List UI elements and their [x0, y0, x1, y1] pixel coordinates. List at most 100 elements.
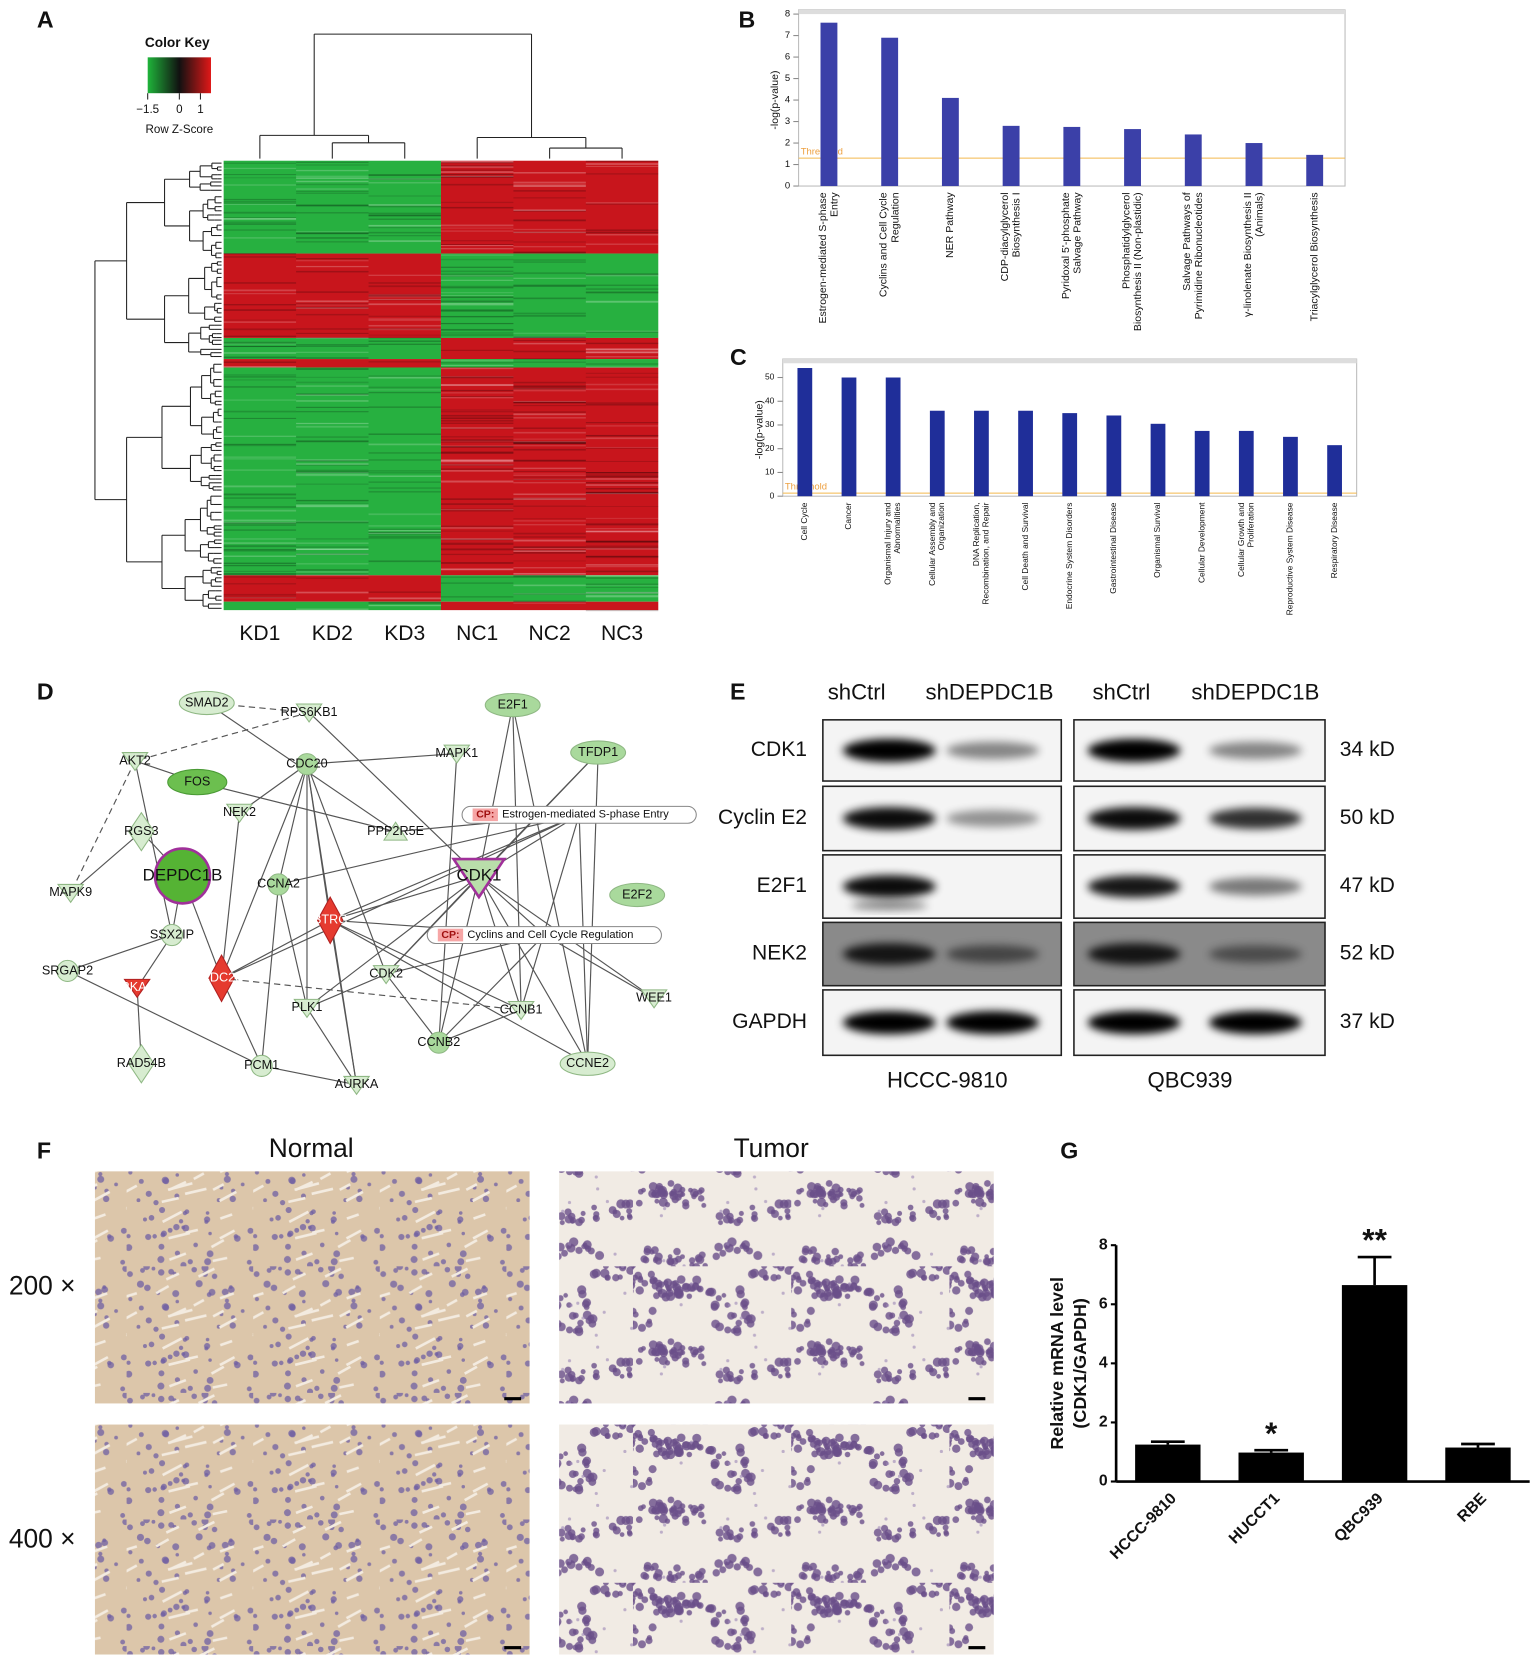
heatmap-texture — [513, 336, 586, 338]
heatmap-texture — [440, 359, 514, 362]
heatmap-texture — [585, 522, 659, 525]
x-tick-label: Recombination, and Repair — [980, 502, 990, 604]
heatmap-texture — [440, 414, 514, 417]
heatmap-texture — [513, 259, 586, 261]
heatmap-texture — [585, 530, 659, 533]
color-key-title: Color Key — [145, 35, 210, 50]
heatmap-texture — [513, 197, 586, 199]
heatmap-texture — [440, 164, 514, 167]
heatmap-texture — [585, 291, 659, 293]
x-tick-label: Pyridoxal 5'-phosphate — [1060, 192, 1072, 299]
x-tick-label: Cellular Growth and — [1236, 502, 1246, 577]
network-edge — [306, 1007, 358, 1086]
heatmap-texture — [513, 252, 586, 254]
heatmap-texture — [296, 546, 369, 548]
heatmap-texture — [585, 288, 659, 290]
x-tick-label: Biosynthesis II (Non-plastidic) — [1132, 192, 1144, 331]
heatmap-texture — [440, 376, 514, 379]
network-node-label: CDK1 — [456, 865, 501, 884]
heatmap-texture — [296, 460, 369, 462]
heatmap-texture — [296, 233, 369, 235]
heatmap-texture — [585, 292, 659, 294]
heatmap-texture — [223, 458, 297, 460]
network-edge — [512, 704, 589, 1064]
heatmap-texture — [513, 413, 586, 416]
network-edge — [478, 704, 514, 877]
lane-header: shCtrl — [828, 679, 886, 704]
y-tick-label: 8 — [785, 9, 790, 20]
histology-row-label: 200 × — [9, 1270, 76, 1300]
heatmap-texture — [368, 214, 441, 217]
x-tick-label: Entry — [829, 192, 841, 217]
heatmap-texture — [440, 451, 514, 453]
heatmap-texture — [296, 521, 369, 524]
heatmap-texture — [440, 582, 514, 584]
lane-header: shDEPDC1B — [926, 679, 1054, 704]
panel-label: D — [37, 679, 54, 705]
y-tick-label: 8 — [1099, 1236, 1108, 1253]
heatmap-texture — [513, 600, 586, 603]
heatmap-texture — [296, 231, 369, 233]
heatmap-texture — [513, 493, 586, 496]
heatmap-texture — [223, 469, 297, 471]
heatmap-texture — [513, 312, 586, 315]
heatmap-texture — [585, 472, 659, 474]
heatmap-texture — [440, 411, 514, 413]
heatmap-texture — [223, 555, 297, 557]
network-node-label: E2F2 — [622, 887, 652, 901]
network-node — [250, 1054, 273, 1077]
network-node — [128, 1043, 155, 1084]
heatmap-texture — [440, 328, 514, 331]
heatmap-texture — [513, 315, 586, 317]
heatmap-texture — [223, 356, 297, 359]
heatmap-texture — [440, 596, 514, 598]
heatmap-texture — [513, 473, 586, 475]
heatmap-texture — [368, 452, 441, 454]
blot-band — [1087, 943, 1181, 965]
network-node — [570, 740, 627, 765]
heatmap-texture — [368, 406, 441, 408]
blot-band — [1087, 1011, 1181, 1035]
heatmap-texture — [513, 245, 586, 248]
bar — [1106, 415, 1122, 497]
heatmap-texture — [296, 469, 369, 472]
x-tick-label: HUCCT1 — [1226, 1490, 1284, 1548]
heatmap-texture — [440, 161, 514, 164]
heatmap-texture — [585, 474, 659, 476]
heatmap-texture — [368, 204, 441, 206]
heatmap-texture — [368, 218, 441, 220]
heatmap-texture — [296, 291, 369, 293]
network-node — [609, 882, 666, 908]
heatmap-texture — [513, 552, 586, 554]
x-tick-label: Salvage Pathway — [1071, 192, 1083, 274]
heatmap-texture — [368, 224, 441, 227]
x-tick-label: Phosphatidylglycerol — [1121, 192, 1133, 289]
network-edge — [438, 1009, 522, 1044]
heatmap-texture — [585, 165, 659, 167]
heatmap-texture — [296, 464, 369, 466]
heatmap-texture — [513, 181, 586, 184]
heatmap-texture — [440, 310, 514, 312]
heatmap-texture — [513, 261, 586, 263]
heatmap-texture — [440, 332, 514, 334]
heatmap-texture — [513, 219, 586, 222]
network-edge — [70, 760, 136, 894]
pathway-label: Cyclins and Cell Cycle Regulation — [467, 929, 633, 941]
heatmap-texture — [223, 184, 297, 186]
x-tick-label: Reproductive System Disease — [1285, 502, 1295, 615]
heatmap-texture — [513, 442, 586, 444]
heatmap-block — [223, 367, 441, 576]
network-node-label: DEPDC1B — [143, 865, 223, 884]
heatmap-texture — [368, 433, 441, 435]
heatmap-texture — [440, 452, 514, 454]
heatmap-texture — [440, 384, 514, 387]
heatmap-texture — [513, 405, 586, 407]
color-key-label: Row Z-Score — [146, 123, 214, 136]
heatmap-texture — [513, 482, 586, 484]
heatmap-texture — [223, 162, 297, 164]
network-edge — [587, 752, 599, 1064]
histology-image — [559, 1424, 994, 1655]
heatmap-texture — [223, 256, 297, 258]
scale-bar — [968, 1397, 986, 1401]
heatmap-texture — [513, 340, 586, 342]
